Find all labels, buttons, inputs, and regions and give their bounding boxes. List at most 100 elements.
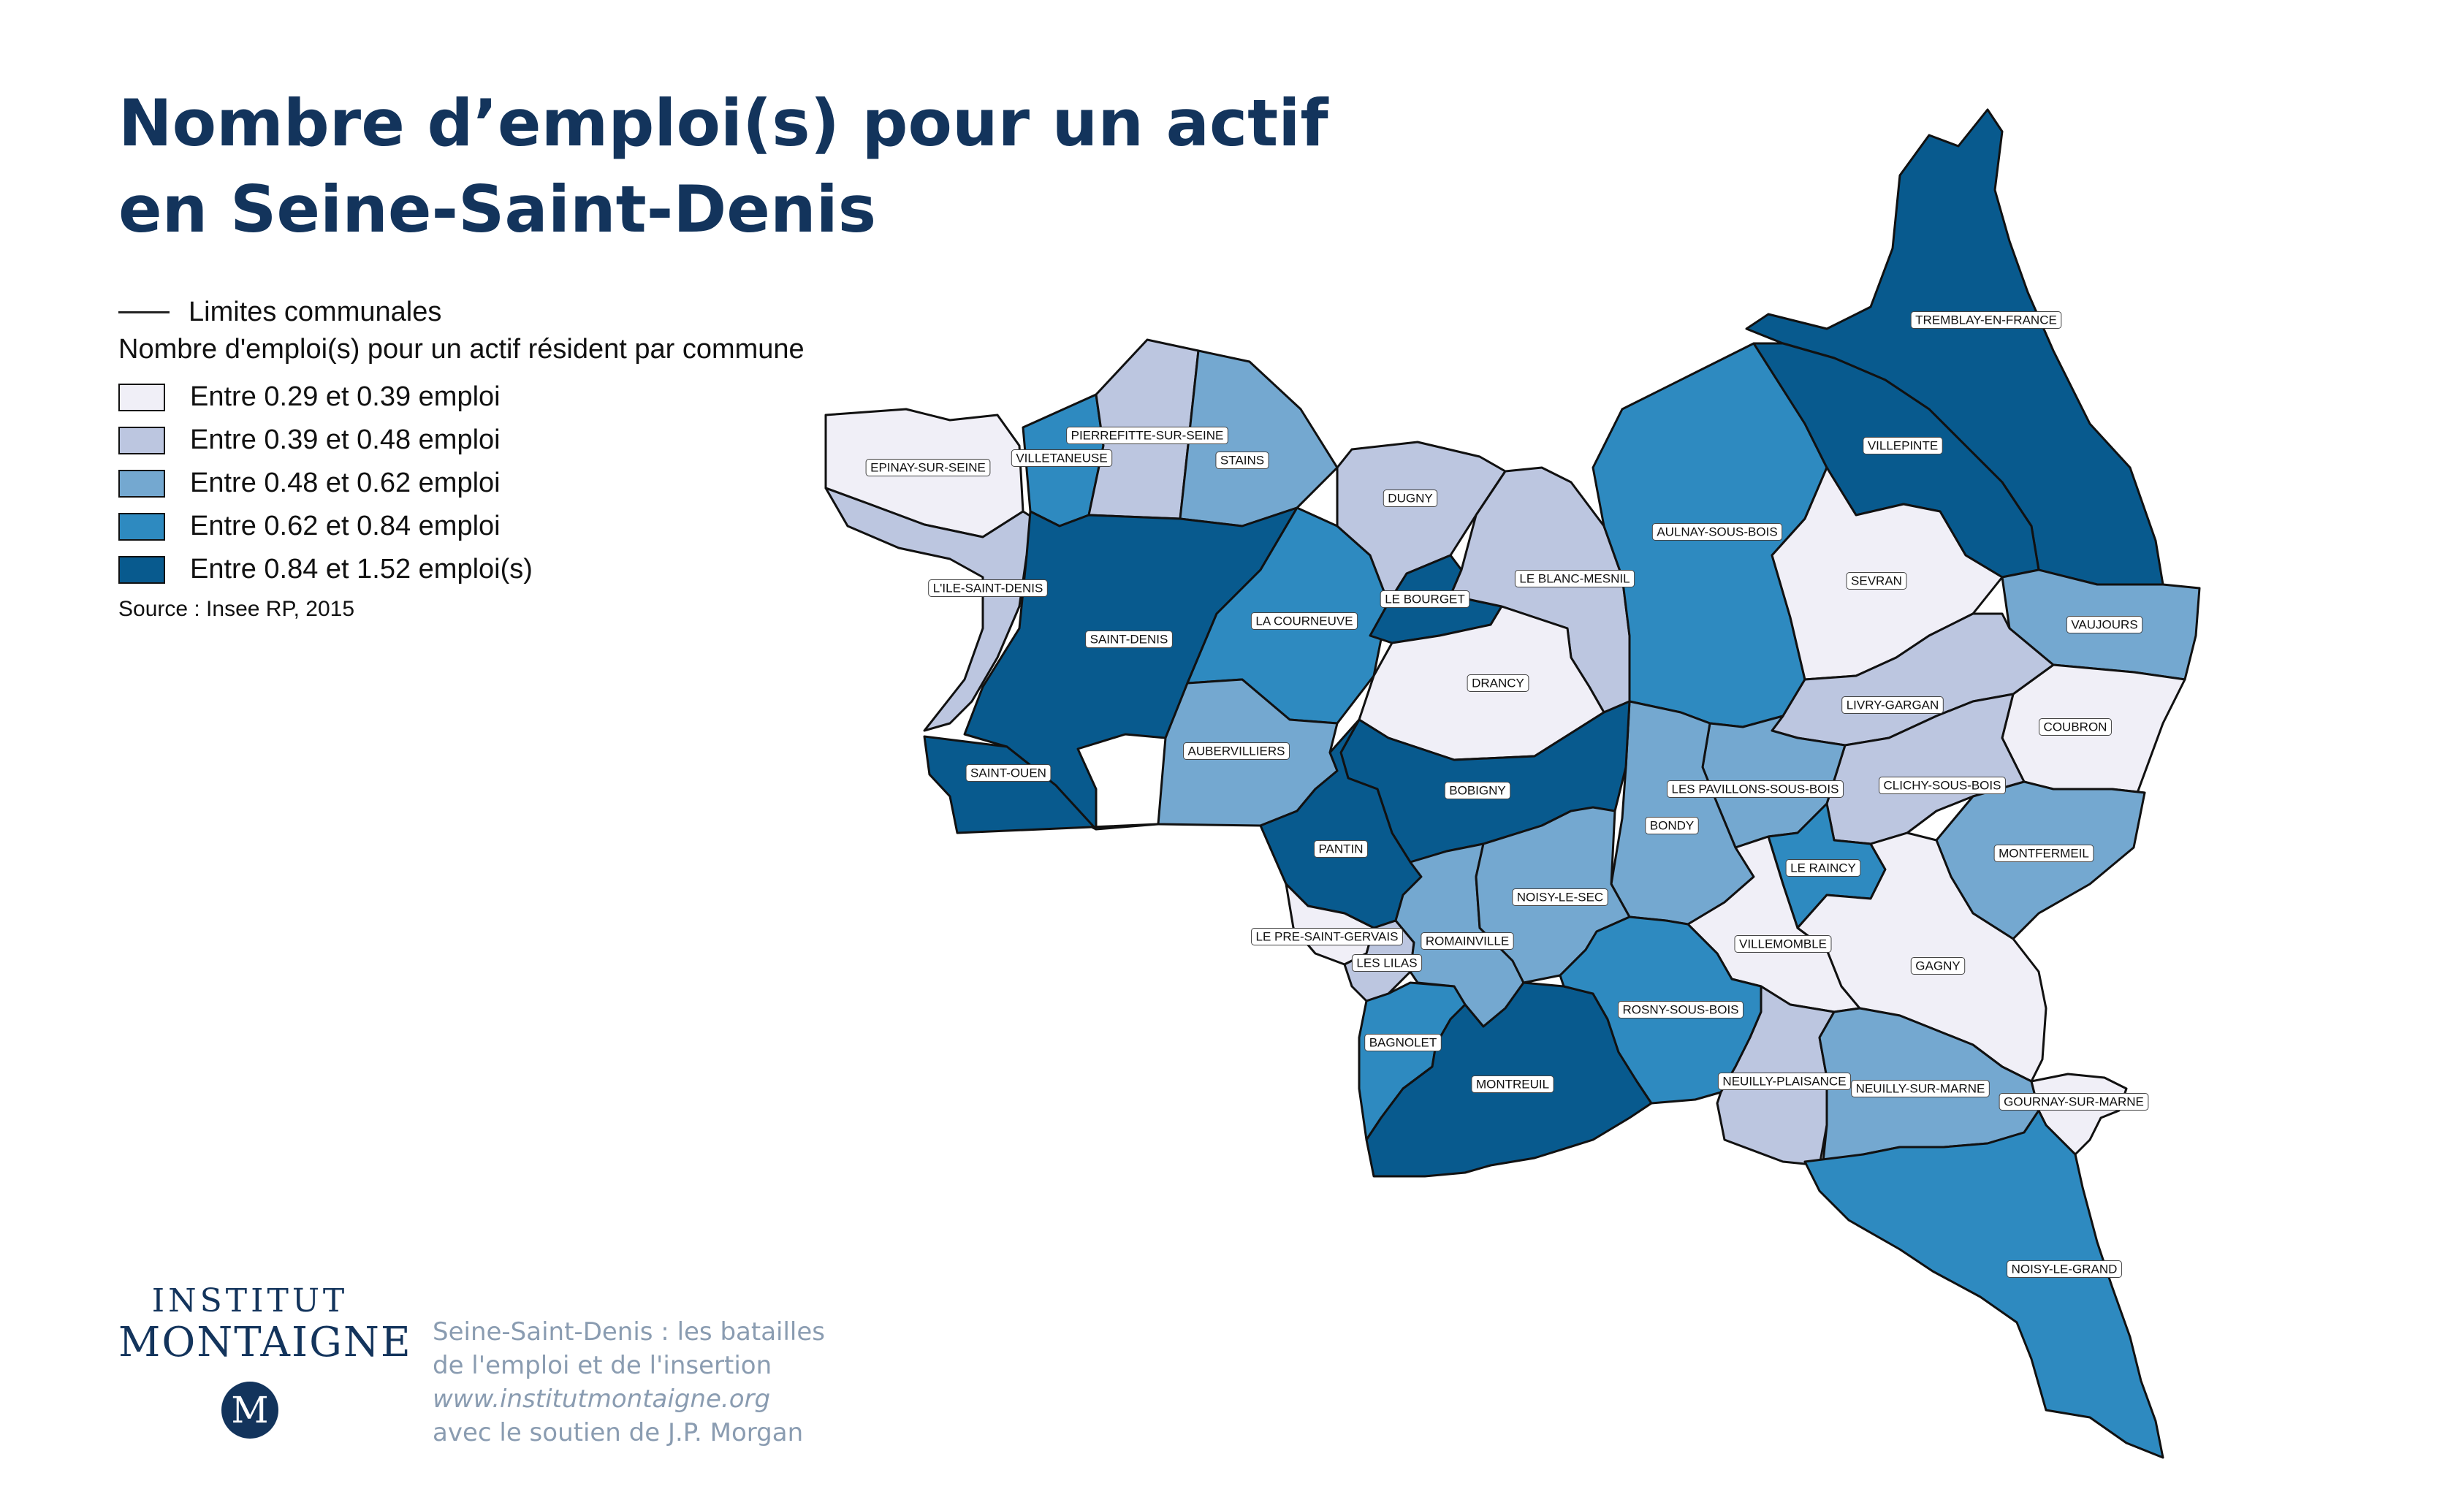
logo-m-icon: M bbox=[221, 1382, 278, 1439]
commune-label-text: VILLETANEUSE bbox=[1016, 452, 1107, 465]
commune-label-text: STAINS bbox=[1220, 454, 1264, 468]
commune-label-text: TREMBLAY-EN-FRANCE bbox=[1915, 313, 2057, 327]
commune-label-text: GOURNAY-SUR-MARNE bbox=[2004, 1095, 2144, 1109]
commune-label-box bbox=[1512, 888, 1608, 906]
commune-label-text: ROMAINVILLE bbox=[1426, 934, 1509, 948]
credits-line-1: Seine-Saint-Denis : les batailles bbox=[433, 1317, 826, 1347]
map-title-line-1: Nombre d’emploi(s) pour un actif bbox=[118, 85, 1328, 161]
commune-label-text: NOISY-LE-GRAND bbox=[2012, 1263, 2118, 1276]
commune-label-clichy-sous-bois: CLICHY-SOUS-BOIS bbox=[1879, 777, 2006, 794]
commune-label-box bbox=[1846, 572, 1907, 590]
commune-label-text: LE BOURGET bbox=[1385, 593, 1465, 606]
commune-label-box bbox=[1717, 1073, 1852, 1090]
commune-label-pierrefitte-sur-seine: PIERREFITTE-SUR-SEINE bbox=[1066, 427, 1228, 444]
commune-label-text: NEUILLY-SUR-MARNE bbox=[1856, 1082, 1985, 1096]
boundary-line-symbol bbox=[118, 311, 170, 313]
commune-label-text: LE RAINCY bbox=[1790, 861, 1856, 875]
commune-label-text: BAGNOLET bbox=[1369, 1036, 1437, 1050]
commune-label-la-courneuve: LA COURNEUVE bbox=[1250, 612, 1358, 630]
commune-label-sevran: SEVRAN bbox=[1846, 572, 1907, 590]
commune-label-bondy: BONDY bbox=[1645, 817, 1699, 834]
commune-label-text: LA COURNEUVE bbox=[1255, 614, 1353, 628]
commune-label-tremblay-en-france: TREMBLAY-EN-FRANCE bbox=[1910, 311, 2062, 329]
credits-line-4: avec le soutien de J.P. Morgan bbox=[433, 1418, 804, 1447]
commune-label-box bbox=[1910, 957, 1966, 975]
legend: Limites communales Nombre d'emploi(s) po… bbox=[118, 294, 922, 622]
commune-label-box bbox=[1734, 935, 1832, 953]
legend-swatch-1 bbox=[118, 383, 165, 411]
commune-label-text: AULNAY-SOUS-BOIS bbox=[1657, 525, 1777, 539]
commune-label-le-pre-saint-gervais: LE PRE-SAINT-GERVAIS bbox=[1251, 928, 1403, 945]
commune-label-text: BOBIGNY bbox=[1449, 784, 1505, 798]
commune-label-box bbox=[1514, 570, 1635, 587]
commune-label-box bbox=[1364, 1034, 1442, 1051]
commune-label-box bbox=[1250, 612, 1358, 630]
commune-label-text: VILLEPINTE bbox=[1868, 439, 1938, 453]
commune-label-bobigny: BOBIGNY bbox=[1444, 782, 1511, 799]
commune-label-villepinte: VILLEPINTE bbox=[1863, 437, 1943, 454]
legend-class-label-1: Entre 0.29 et 0.39 emploi bbox=[190, 381, 501, 412]
commune-label-les-pavillons-sous-bois: LES PAVILLONS-SOUS-BOIS bbox=[1667, 780, 1844, 798]
commune-label-box bbox=[865, 459, 991, 476]
legend-class-1: Entre 0.29 et 0.39 emploi bbox=[118, 376, 922, 419]
commune-label-text: SAINT-OUEN bbox=[970, 766, 1046, 780]
commune-label-livry-gargan: LIVRY-GARGAN bbox=[1841, 696, 1944, 714]
commune-label-text: DUGNY bbox=[1388, 492, 1432, 506]
credits-website-link[interactable]: www.institutmontaigne.org bbox=[433, 1385, 771, 1414]
commune-label-text: SEVRAN bbox=[1851, 574, 1902, 588]
commune-label-vaujours: VAUJOURS bbox=[2066, 616, 2143, 633]
credits-line-2: de l'emploi et de l'insertion bbox=[433, 1351, 772, 1380]
commune-label-noisy-le-grand: NOISY-LE-GRAND bbox=[2007, 1260, 2122, 1278]
commune-label-text: MONTFERMEIL bbox=[1999, 847, 2089, 861]
commune-label-box bbox=[1011, 449, 1113, 467]
legend-title: Nombre d'emploi(s) pour un actif résiden… bbox=[118, 334, 805, 365]
commune-label-box bbox=[2066, 616, 2143, 633]
commune-label-box bbox=[1251, 928, 1403, 945]
commune-label-villemomble: VILLEMOMBLE bbox=[1734, 935, 1832, 953]
commune-label-box bbox=[928, 579, 1048, 597]
commune-label-box bbox=[1313, 840, 1369, 858]
commune-label-box bbox=[965, 764, 1052, 782]
commune-label-stains: STAINS bbox=[1215, 452, 1269, 469]
legend-source: Source : Insee RP, 2015 bbox=[118, 597, 354, 621]
commune-label-text: LE BLANC-MESNIL bbox=[1519, 572, 1630, 586]
commune-label-text: NEUILLY-PLAISANCE bbox=[1722, 1075, 1846, 1089]
commune-labels: EPINAY-SUR-SEINE VILLETANEUSE PIERREFITTE-… bbox=[865, 311, 2149, 1278]
commune-label-box bbox=[1993, 845, 2094, 862]
commune-label-saint-ouen: SAINT-OUEN bbox=[965, 764, 1052, 782]
commune-label-box bbox=[1863, 437, 1943, 454]
commune-label-text: L'ILE-SAINT-DENIS bbox=[933, 582, 1043, 595]
commune-label-epinay-sur-seine: EPINAY-SUR-SEINE bbox=[865, 459, 991, 476]
legend-swatch-2 bbox=[118, 426, 165, 454]
map-title: Nombre d’emploi(s) pour un actif en Sein… bbox=[118, 80, 1361, 253]
commune-label-pantin: PANTIN bbox=[1313, 840, 1369, 858]
commune-label-villetaneuse: VILLETANEUSE bbox=[1011, 449, 1113, 467]
commune-label-noisy-le-sec: NOISY-LE-SEC bbox=[1512, 888, 1608, 906]
commune-label-text: BONDY bbox=[1650, 819, 1694, 833]
legend-class-2: Entre 0.39 et 0.48 emploi bbox=[118, 419, 922, 462]
commune-dugny bbox=[1336, 441, 1507, 604]
commune-label-text: SAINT-DENIS bbox=[1090, 633, 1168, 647]
commune-label-text: PIERREFITTE-SUR-SEINE bbox=[1071, 429, 1224, 443]
commune-label-le-raincy: LE RAINCY bbox=[1785, 859, 1861, 877]
commune-label-box bbox=[1645, 817, 1699, 834]
commune-label-dugny: DUGNY bbox=[1383, 490, 1438, 507]
commune-label-rosny-sous-bois: ROSNY-SOUS-BOIS bbox=[1617, 1001, 1744, 1018]
commune-noisy-le-grand bbox=[1803, 1109, 2164, 1459]
commune-label-box bbox=[1421, 932, 1514, 950]
commune-label-gagny: GAGNY bbox=[1910, 957, 1966, 975]
legend-class-3: Entre 0.48 et 0.62 emploi bbox=[118, 462, 922, 505]
commune-label-box bbox=[1851, 1080, 1990, 1097]
commune-label-box bbox=[1879, 777, 2006, 794]
commune-label-romainville: ROMAINVILLE bbox=[1421, 932, 1514, 950]
legend-class-label-4: Entre 0.62 et 0.84 emploi bbox=[190, 511, 501, 541]
commune-label-box bbox=[1785, 859, 1861, 877]
commune-label-bagnolet: BAGNOLET bbox=[1364, 1034, 1442, 1051]
commune-label-box bbox=[1999, 1093, 2149, 1111]
commune-label-box bbox=[2007, 1260, 2122, 1278]
commune-label-aulnay-sous-bois: AULNAY-SOUS-BOIS bbox=[1651, 523, 1783, 541]
commune-label-text: VILLEMOMBLE bbox=[1739, 937, 1827, 951]
commune-label-text: LES LILAS bbox=[1356, 956, 1417, 970]
legend-class-label-3: Entre 0.48 et 0.62 emploi bbox=[190, 468, 501, 498]
